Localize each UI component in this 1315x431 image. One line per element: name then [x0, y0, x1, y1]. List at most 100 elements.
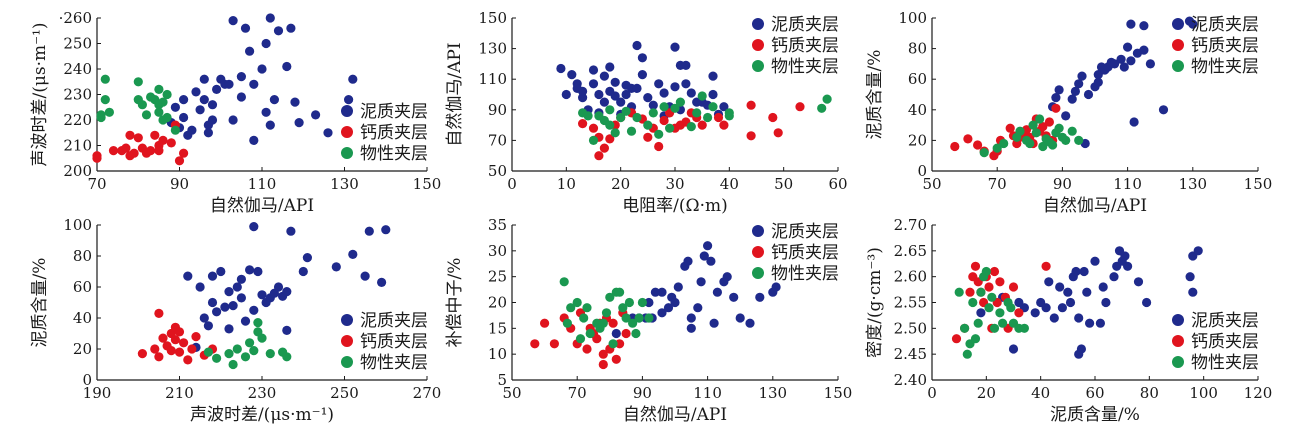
data-point	[154, 84, 164, 94]
data-point	[729, 292, 739, 302]
data-point	[1083, 89, 1094, 100]
data-point	[183, 271, 193, 281]
data-point	[708, 71, 718, 81]
legend-marker	[341, 335, 353, 347]
data-point	[822, 94, 832, 104]
data-point	[207, 297, 218, 308]
data-point	[950, 141, 960, 152]
data-point	[286, 23, 296, 33]
y-axis-label: 补偿中子/%	[445, 258, 465, 348]
data-point	[100, 74, 110, 84]
data-point	[331, 262, 341, 272]
data-point	[998, 318, 1008, 328]
data-point	[632, 112, 642, 123]
chart-panel-6: 0 20 40 60 80 100 120 2.40 2.45 2.50 2.55 2.60 2.65 2…	[865, 216, 1272, 425]
data-point	[179, 112, 189, 123]
data-point	[598, 349, 608, 359]
data-point	[976, 287, 986, 297]
y-tick-label: 2.70	[894, 216, 927, 234]
data-point	[605, 292, 615, 302]
data-point	[1110, 59, 1120, 69]
data-point	[648, 108, 658, 118]
data-point	[1014, 308, 1024, 318]
x-tick-label: 70	[988, 175, 1007, 193]
data-point	[686, 323, 696, 333]
data-point	[236, 92, 246, 102]
data-point	[621, 313, 631, 323]
legend-label: 钙质夹层	[771, 36, 839, 56]
data-point	[599, 143, 610, 153]
data-point	[224, 79, 234, 89]
data-point	[96, 112, 106, 123]
data-point	[654, 129, 664, 139]
data-point	[154, 146, 164, 156]
legend-marker	[1172, 314, 1184, 326]
data-point	[1054, 85, 1064, 95]
data-point	[608, 318, 618, 328]
data-point	[125, 130, 135, 140]
data-point	[236, 274, 246, 284]
data-point	[719, 102, 729, 112]
data-point	[154, 352, 164, 362]
x-tick-label: 90	[633, 384, 652, 402]
data-point	[713, 112, 724, 123]
data-point	[360, 271, 370, 281]
data-point	[1126, 56, 1136, 66]
data-point	[1005, 123, 1015, 133]
data-point	[599, 97, 610, 107]
data-point	[199, 74, 209, 84]
data-point	[1158, 105, 1169, 115]
data-point	[1116, 54, 1126, 64]
x-tick-label: 50	[774, 175, 793, 193]
data-point	[712, 287, 723, 297]
data-point	[195, 282, 205, 292]
y-tick-label: 35	[488, 216, 507, 234]
legend-marker	[752, 39, 764, 51]
data-point	[174, 347, 185, 357]
data-point	[621, 106, 631, 116]
data-point	[166, 346, 176, 356]
data-point	[1051, 93, 1061, 103]
y-tick-label: 2.50	[894, 319, 927, 337]
data-point	[1123, 261, 1133, 271]
data-point	[634, 313, 644, 323]
data-point	[1074, 313, 1084, 323]
data-point	[1071, 266, 1081, 277]
data-point	[1093, 70, 1103, 80]
data-point	[249, 222, 259, 232]
data-point	[1123, 42, 1133, 52]
data-point	[1015, 126, 1025, 136]
data-point	[989, 266, 1000, 277]
data-point	[746, 100, 756, 110]
x-tick-label: 60	[828, 175, 847, 193]
data-point	[261, 38, 271, 49]
data-point	[665, 123, 675, 133]
data-point	[610, 91, 620, 101]
data-point	[1109, 272, 1119, 282]
data-point	[179, 95, 189, 105]
data-point	[245, 46, 255, 56]
y-tick-label: 210	[63, 137, 92, 155]
data-point	[302, 253, 312, 263]
x-tick-label: 20	[977, 384, 996, 402]
data-point	[575, 334, 586, 344]
data-point	[207, 115, 218, 125]
y-tick-label: 100	[898, 9, 927, 27]
data-point	[708, 89, 718, 100]
legend-label: 泥质夹层	[360, 311, 428, 331]
legend-label: 泥质夹层	[360, 102, 428, 122]
legend-label: 物性夹层	[1191, 353, 1259, 373]
data-point	[170, 125, 180, 135]
data-point	[282, 287, 292, 297]
data-point	[1185, 272, 1195, 282]
data-point	[594, 89, 604, 100]
data-point	[567, 70, 577, 80]
data-point	[795, 102, 805, 112]
chart-panel-2: 0 10 20 30 40 50 60 50 70 90 110 130 150 电阻率/(Ω·m) 自然伽…	[445, 9, 848, 216]
data-point	[261, 107, 271, 117]
data-point	[559, 277, 569, 287]
legend-marker	[341, 126, 353, 138]
data-point	[540, 318, 550, 328]
data-point	[963, 134, 973, 144]
data-point	[162, 112, 172, 123]
